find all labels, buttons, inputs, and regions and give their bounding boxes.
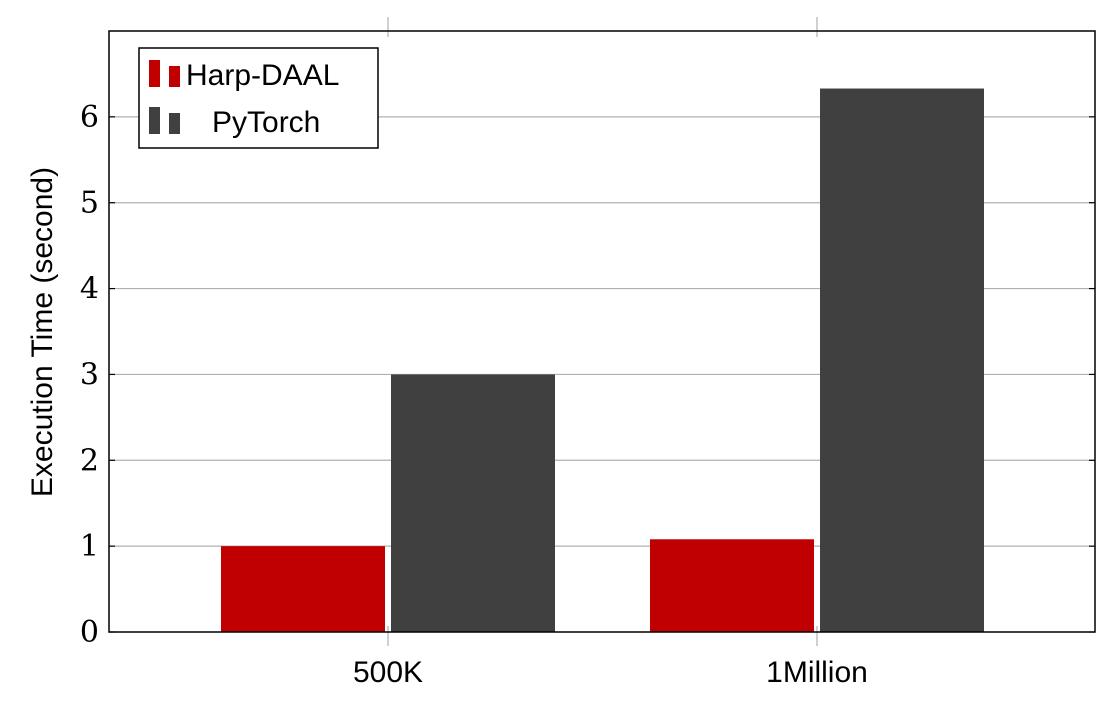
y-tick-label: 4 bbox=[80, 272, 99, 307]
legend-swatch bbox=[149, 107, 160, 134]
legend-swatch bbox=[149, 60, 160, 87]
legend-swatch bbox=[169, 113, 180, 134]
x-tick-label: 1Million bbox=[766, 656, 868, 689]
legend-label: Harp-DAAL bbox=[186, 59, 339, 92]
y-tick-label: 0 bbox=[80, 615, 99, 650]
bar-pytorch-500k bbox=[391, 374, 555, 632]
y-tick-label: 6 bbox=[80, 100, 99, 135]
y-axis-label: Execution Time (second) bbox=[26, 167, 59, 497]
legend-swatch bbox=[169, 66, 180, 87]
legend-entries: Harp-DAAL PyTorch bbox=[149, 59, 339, 139]
legend-label: PyTorch bbox=[212, 106, 320, 139]
bar-harp-daal-1million bbox=[650, 539, 814, 632]
bar-harp-daal-500k bbox=[221, 546, 385, 632]
bars-layer bbox=[221, 88, 984, 632]
bar-pytorch-1million bbox=[820, 88, 984, 632]
y-tick-label: 2 bbox=[80, 443, 99, 478]
y-tick-label: 5 bbox=[80, 186, 99, 221]
plot-frame bbox=[108, 30, 1096, 633]
legend: Harp-DAAL PyTorch bbox=[138, 47, 379, 149]
y-tick-label: 3 bbox=[80, 357, 99, 392]
x-tick-label: 500K bbox=[353, 656, 423, 689]
y-tick-label: 1 bbox=[80, 529, 99, 564]
ticks-layer: 0 1 2 3 4 5 6 500K 1Million bbox=[80, 100, 1095, 689]
